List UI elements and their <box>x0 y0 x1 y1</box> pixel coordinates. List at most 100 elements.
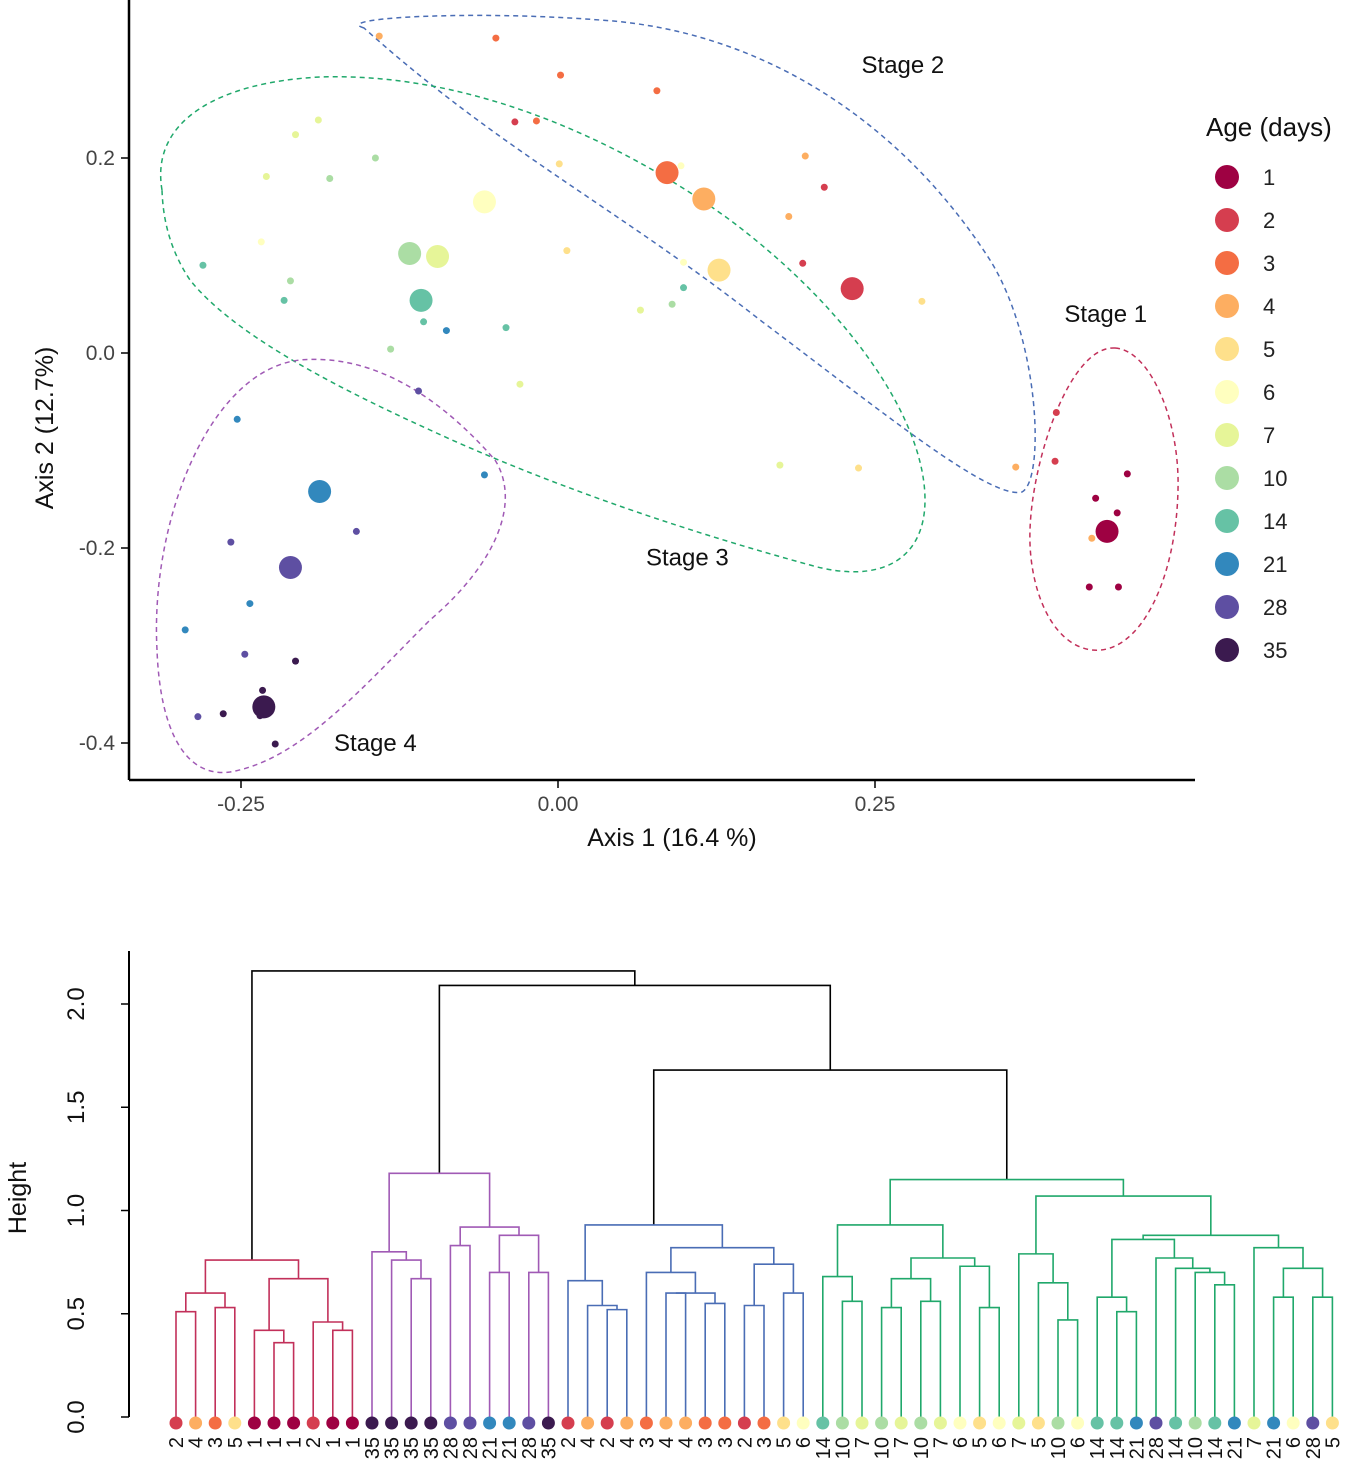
dendrogram-link <box>836 1224 944 1277</box>
dendrogram-link <box>390 1259 422 1417</box>
dendrogram-link <box>204 1259 300 1294</box>
dendrogram-link <box>449 1244 471 1417</box>
leaf-label: 28 <box>519 1437 541 1459</box>
stage-ellipses <box>155 14 1179 774</box>
dendrogram-link <box>606 1308 628 1417</box>
dendrogram-link <box>743 1304 765 1417</box>
scatter-point <box>492 34 500 42</box>
dendrogram-link <box>1037 1281 1069 1417</box>
leaf-label: 3 <box>636 1437 658 1448</box>
dendrogram-link <box>1096 1296 1128 1417</box>
dendrogram-link <box>459 1226 520 1246</box>
dendrogram-link <box>1018 1253 1054 1417</box>
leaf-marker <box>796 1416 810 1430</box>
scatter-point <box>1114 583 1122 591</box>
scatter-point <box>194 713 202 721</box>
scatter-point <box>677 162 685 170</box>
dendrogram-link <box>665 1292 687 1417</box>
scatter-point <box>259 686 267 694</box>
leaf-marker <box>541 1416 555 1430</box>
dendrogram-link <box>586 1304 618 1417</box>
x-tick-label: -0.25 <box>217 793 265 816</box>
scatter-point <box>409 288 433 312</box>
dendrogram-link <box>371 1251 408 1417</box>
axes: -0.25 0.00 0.25 0.2 0.0 -0.2 -0.4 Axis 1 (16.… <box>31 0 1195 852</box>
scatter-point <box>555 160 563 168</box>
leaf-marker <box>404 1416 418 1430</box>
scatter-point <box>502 324 510 332</box>
scatter-point <box>227 538 235 546</box>
leaf-label: 28 <box>440 1437 462 1459</box>
legend-swatch <box>1215 638 1239 662</box>
dendrogram-link <box>978 1306 1000 1417</box>
scatter-point <box>1095 519 1119 543</box>
dendrogram-tick-label: 0.5 <box>63 1297 90 1330</box>
stage-label: Stage 3 <box>646 545 729 572</box>
scatter-point <box>1092 494 1100 502</box>
scatter-point <box>820 183 828 191</box>
leaf-label: 4 <box>186 1437 208 1448</box>
leaf-marker <box>1306 1416 1320 1430</box>
dendrogram-y-axis-title: Height <box>4 1162 32 1234</box>
leaf-label: 3 <box>205 1437 227 1448</box>
scatter-point <box>680 284 688 292</box>
dendrogram-link <box>567 1279 604 1417</box>
leaf-label: 1 <box>244 1437 266 1448</box>
scatter-point <box>801 152 809 160</box>
scatter-point <box>241 650 249 658</box>
dendrogram-link <box>920 1300 942 1417</box>
dendrogram-tick-label: 1.5 <box>63 1091 90 1124</box>
leaf-label: 7 <box>852 1437 874 1448</box>
legend-swatch <box>1215 165 1239 189</box>
dendrogram-link <box>890 1277 932 1308</box>
leaf-marker <box>1227 1416 1241 1430</box>
leaf-label: 5 <box>970 1437 992 1448</box>
leaf-marker <box>933 1416 947 1430</box>
scatter-point <box>655 161 679 185</box>
scatter-point <box>271 740 279 748</box>
leaf-label: 3 <box>695 1437 717 1448</box>
leaf-label: 1 <box>284 1437 306 1448</box>
scatter-point <box>442 327 450 335</box>
legend-label: 21 <box>1263 552 1287 577</box>
leaf-label: 6 <box>793 1437 815 1448</box>
dendrogram-link <box>528 1271 550 1417</box>
leaf-marker <box>1129 1416 1143 1430</box>
dendrogram-link <box>1057 1319 1079 1417</box>
dendrogram-link <box>332 1329 354 1417</box>
leaf-marker <box>228 1416 242 1430</box>
stage-1-ellipse <box>1029 347 1179 651</box>
leaf-label: 10 <box>1185 1437 1207 1459</box>
leaf-label: 28 <box>460 1437 482 1459</box>
scatter-points <box>181 32 1131 748</box>
scatter-point <box>532 117 540 125</box>
leaf-marker <box>1267 1416 1281 1430</box>
leaf-marker <box>208 1416 222 1430</box>
legend-label: 7 <box>1263 423 1275 448</box>
scatter-point <box>472 190 496 214</box>
leaf-marker <box>757 1416 771 1430</box>
leaf-marker <box>1286 1416 1300 1430</box>
scatter-point <box>371 154 379 162</box>
leaf-label: 35 <box>382 1437 404 1459</box>
leaf-label: 2 <box>734 1437 756 1448</box>
leaf-label: 2 <box>558 1437 580 1448</box>
leaf-marker <box>1169 1416 1183 1430</box>
leaf-label: 6 <box>1068 1437 1090 1448</box>
dendrogram-link <box>410 1277 432 1417</box>
legend-label: 6 <box>1263 380 1275 405</box>
dendrogram-link <box>959 1265 991 1417</box>
legend-label: 28 <box>1263 595 1287 620</box>
leaf-label: 6 <box>1283 1437 1305 1448</box>
scatter-point <box>636 306 644 314</box>
scatter-point <box>398 242 422 266</box>
leaf-marker <box>247 1416 261 1430</box>
leaf-marker <box>992 1416 1006 1430</box>
dendrogram-link <box>498 1234 540 1273</box>
y-tick-label: -0.2 <box>79 537 115 560</box>
leaf-marker <box>875 1416 889 1430</box>
leaf-label: 4 <box>617 1437 639 1448</box>
leaf-marker <box>894 1416 908 1430</box>
stage-3-ellipse <box>159 76 926 573</box>
leaf-label: 4 <box>656 1437 678 1448</box>
